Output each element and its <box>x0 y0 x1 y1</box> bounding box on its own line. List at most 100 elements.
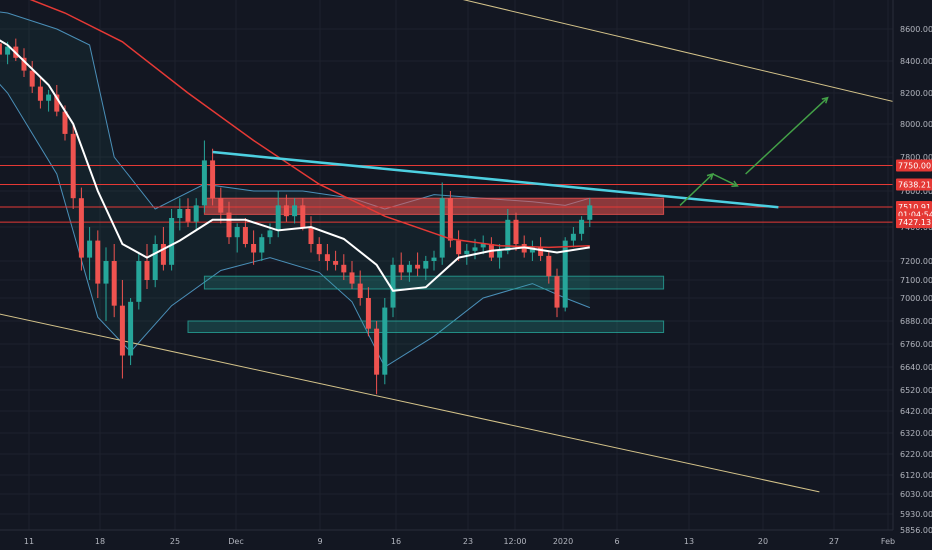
candle-body <box>259 237 265 253</box>
candle-body <box>333 261 339 265</box>
candle-body <box>37 86 43 101</box>
candle-body <box>169 218 175 265</box>
candle-body <box>95 240 101 284</box>
candle-body <box>374 328 380 375</box>
candle-body <box>390 264 396 308</box>
candle-body <box>570 233 576 241</box>
price-axis-background <box>893 0 932 550</box>
x-tick-label: 16 <box>391 537 401 546</box>
candle-body <box>316 244 322 255</box>
candle-body <box>283 205 289 217</box>
y-tick-label: 8400.00 <box>900 57 932 66</box>
x-tick-label: Dec <box>228 537 243 546</box>
projection-arrow-line <box>712 173 738 187</box>
candle-body <box>218 198 224 213</box>
y-tick-label: 7000.00 <box>900 294 932 303</box>
x-tick-label: 6 <box>614 537 619 546</box>
candle-body <box>365 298 371 329</box>
candle-body <box>406 264 412 273</box>
y-tick-label: 5856.00 <box>900 526 932 535</box>
x-tick-label: 27 <box>829 537 839 546</box>
candle-body <box>136 261 142 302</box>
resistance-zone <box>203 197 665 215</box>
y-tick-label: 6220.00 <box>900 450 932 459</box>
candle-body <box>538 247 544 256</box>
descending-trendline <box>212 150 779 209</box>
price-badge <box>896 178 932 191</box>
channel-lower-line <box>0 313 820 493</box>
candle-body <box>193 205 199 222</box>
candle-body <box>505 219 511 251</box>
candle-body <box>439 198 445 258</box>
projection-arrow-line <box>745 97 829 175</box>
candle-body <box>472 247 478 251</box>
y-tick-label: 7800.00 <box>900 153 932 162</box>
candle-body <box>226 212 232 238</box>
candle-body <box>46 94 52 101</box>
y-tick-label: 8000.00 <box>900 120 932 129</box>
candle-body <box>152 244 158 280</box>
support-zone <box>203 275 665 290</box>
y-tick-label: 6520.00 <box>900 386 932 395</box>
candle-body <box>234 227 240 238</box>
candle-body <box>128 301 134 356</box>
y-tick-label: 6120.00 <box>900 471 932 480</box>
x-tick-label: 2020 <box>553 537 573 546</box>
candle-body <box>324 254 330 261</box>
y-tick-label: 6760.00 <box>900 340 932 349</box>
y-tick-label: 6880.00 <box>900 317 932 326</box>
price-badge-label: 7638.21 <box>898 181 931 190</box>
candle-body <box>464 250 470 255</box>
candle-body <box>177 209 183 218</box>
candle-body <box>292 205 298 217</box>
projection-arrow-head <box>731 180 739 187</box>
candle-body <box>210 160 216 199</box>
x-tick-label: 11 <box>24 537 34 546</box>
candle-body <box>529 247 535 253</box>
candle-body <box>382 307 388 375</box>
candle-body <box>70 133 76 199</box>
y-tick-label: 6320.00 <box>900 429 932 438</box>
candle-body <box>341 264 347 273</box>
candle-body <box>349 272 355 284</box>
candle-body <box>111 261 117 306</box>
candle-body <box>546 255 552 277</box>
candle-body <box>308 227 314 244</box>
candle-body <box>103 261 109 284</box>
candle-body <box>242 227 248 244</box>
candle-body <box>54 94 60 112</box>
candle-body <box>579 219 585 234</box>
candle-body <box>513 219 519 244</box>
x-tick-label: 25 <box>170 537 180 546</box>
candle-body <box>398 264 404 273</box>
fast-moving-average-line <box>0 39 590 292</box>
x-tick-label: Feb <box>881 537 895 546</box>
candle-body <box>267 230 273 238</box>
candle-body <box>587 205 593 220</box>
candle-body <box>562 240 568 308</box>
candle-body <box>5 46 11 55</box>
y-tick-label: 7600.00 <box>900 187 932 196</box>
candle-body <box>447 198 453 241</box>
support-zone <box>187 320 665 333</box>
candle-body <box>497 250 503 258</box>
y-tick-label: 7100.00 <box>900 276 932 285</box>
x-tick-label: 20 <box>758 537 768 546</box>
candle-body <box>185 209 191 222</box>
y-tick-label: 8200.00 <box>900 89 932 98</box>
candle-body <box>119 305 125 356</box>
price-badge-label: 7750.00 <box>898 162 931 171</box>
y-tick-label: 6420.00 <box>900 407 932 416</box>
candle-body <box>251 244 257 253</box>
y-tick-label: 8600.00 <box>900 25 932 34</box>
y-tick-label: 5930.00 <box>900 510 932 519</box>
price-badge-label: 7510.91 <box>898 203 931 212</box>
slow-moving-average-line <box>29 0 590 249</box>
x-tick-label: 18 <box>95 537 105 546</box>
candle-body <box>201 160 207 206</box>
candle-body <box>357 283 363 298</box>
price-badge <box>896 216 932 229</box>
candle-body <box>480 244 486 248</box>
